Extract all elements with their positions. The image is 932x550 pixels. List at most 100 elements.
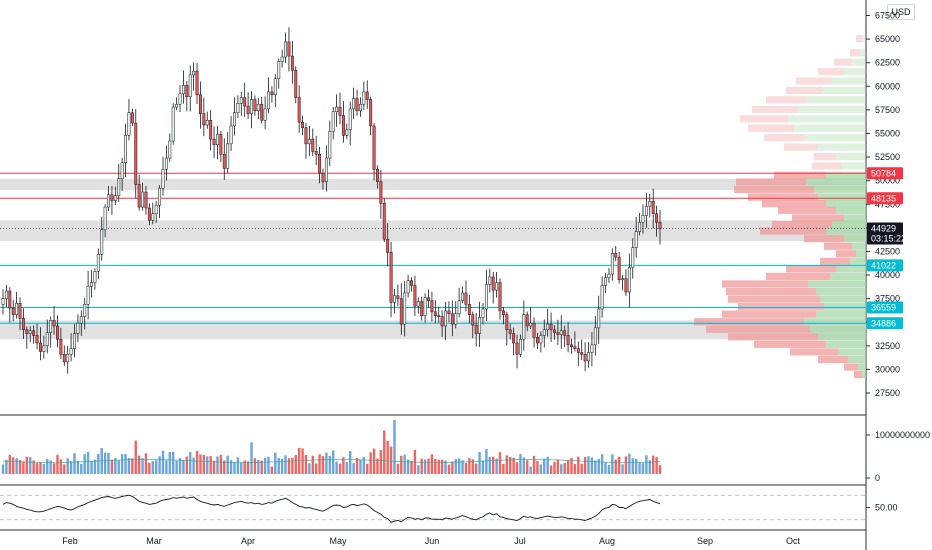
volume-bar xyxy=(46,458,49,474)
price-tag-label: 36559 xyxy=(871,303,896,313)
volume-profile-down-bar xyxy=(778,206,836,214)
volume-profile-down-bar xyxy=(786,265,836,273)
candle-body xyxy=(103,206,107,230)
rsi-tick-label: 50.00 xyxy=(875,503,898,513)
candle-body xyxy=(433,311,437,316)
volume-bar xyxy=(570,457,573,474)
volume-profile-up-bar xyxy=(818,333,866,341)
volume-bar xyxy=(386,440,389,474)
volume-profile-up-bar xyxy=(804,134,866,142)
volume-profile-down-bar xyxy=(738,303,824,311)
date-tick-label: Apr xyxy=(241,536,255,546)
volume-bar xyxy=(529,466,532,474)
candle-body xyxy=(76,322,80,334)
candle-body xyxy=(491,276,495,291)
volume-tick-label: 10000000000 xyxy=(875,430,930,440)
volume-bar xyxy=(250,442,253,474)
volume-bar xyxy=(352,463,355,474)
candle-body xyxy=(376,169,379,182)
candle-body xyxy=(301,121,305,129)
volume-profile-down-bar xyxy=(728,295,820,303)
volume-profile-down-bar xyxy=(844,363,858,371)
candle-body xyxy=(331,111,335,132)
volume-bar xyxy=(471,459,474,474)
volume-bar xyxy=(223,460,226,474)
candle-body xyxy=(338,106,342,116)
candle-body xyxy=(49,320,53,333)
candle-body xyxy=(195,70,199,96)
volume-profile-up-bar xyxy=(830,272,866,281)
candle-body xyxy=(563,330,567,336)
volume-profile-down-bar xyxy=(856,34,862,43)
volume-profile-up-bar xyxy=(832,220,866,229)
volume-profile-down-bar xyxy=(748,193,818,201)
currency-button[interactable]: USD xyxy=(887,4,915,20)
price-tick-label: 67500 xyxy=(875,11,900,21)
volume-profile-down-bar xyxy=(694,318,804,326)
candle-body xyxy=(556,332,560,335)
candle-body xyxy=(144,191,148,209)
volume-bar xyxy=(461,460,464,474)
price-tag-label: 41022 xyxy=(871,260,896,270)
candle-body xyxy=(358,103,362,112)
volume-bar xyxy=(611,454,614,474)
volume-profile-down-bar xyxy=(792,214,844,222)
candle-body xyxy=(284,41,287,58)
volume-profile-up-bar xyxy=(806,178,866,186)
volume-bar xyxy=(372,448,376,474)
candle-body xyxy=(413,285,417,307)
volume-profile-down-bar xyxy=(814,152,836,161)
candle-body xyxy=(423,297,427,316)
volume-bar xyxy=(651,455,655,474)
volume-bar xyxy=(454,459,457,474)
candle-body xyxy=(471,314,475,326)
volume-bar xyxy=(563,463,566,474)
candle-body xyxy=(403,292,407,325)
candle-body xyxy=(11,307,15,315)
candle-body xyxy=(631,247,635,268)
volume-bar xyxy=(440,459,444,474)
candle-body xyxy=(83,304,87,317)
volume-bar xyxy=(274,452,277,474)
volume-bar xyxy=(148,462,151,474)
volume-profile-up-bar xyxy=(838,348,866,356)
volume-bar xyxy=(134,440,137,474)
candle-body xyxy=(515,342,519,355)
volume-profile-up-bar xyxy=(862,370,866,379)
volume-bar xyxy=(406,459,410,474)
candle-body xyxy=(62,354,66,363)
candle-body xyxy=(314,151,318,155)
volume-profile-up-bar xyxy=(818,193,866,201)
volume-bar xyxy=(219,454,223,474)
candle-body xyxy=(270,91,274,96)
candle-body xyxy=(175,103,179,108)
volume-profile-up-bar xyxy=(798,105,866,113)
support-resistance-zone xyxy=(0,320,866,340)
volume-profile-up-bar xyxy=(862,34,866,43)
date-tick-label: Jul xyxy=(514,536,526,546)
price-tick-label: 37500 xyxy=(875,294,900,304)
volume-bar xyxy=(457,458,461,474)
volume-profile-down-bar xyxy=(774,171,826,180)
price-tick-label: 30000 xyxy=(875,364,900,374)
volume-bar xyxy=(427,458,430,474)
candle-body xyxy=(484,284,488,310)
candle-body xyxy=(38,342,42,352)
volume-bar xyxy=(80,463,83,474)
volume-profile-up-bar xyxy=(856,250,866,258)
candle-body xyxy=(321,172,325,182)
volume-bar xyxy=(209,456,212,474)
candle-body xyxy=(42,345,46,352)
candle-body xyxy=(464,292,468,305)
volume-profile-up-bar xyxy=(842,162,866,170)
volume-bar xyxy=(437,459,440,474)
candle-body xyxy=(328,131,332,159)
volume-bar xyxy=(590,457,594,474)
volume-bar xyxy=(294,455,297,474)
volume-bar xyxy=(410,461,413,474)
volume-bar xyxy=(556,459,560,474)
volume-profile-down-bar xyxy=(766,272,830,281)
volume-profile-up-bar xyxy=(820,295,866,303)
candle-body xyxy=(532,322,536,338)
